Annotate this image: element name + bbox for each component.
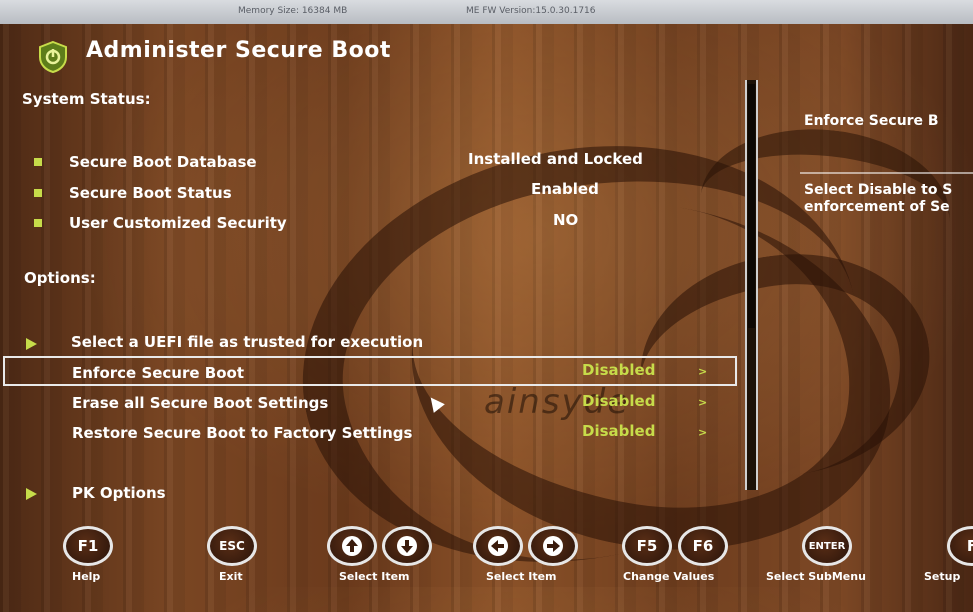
bullet-icon	[34, 189, 42, 197]
submenu-arrow-icon	[26, 338, 37, 350]
select-item-horizontal-label: Select Item	[486, 570, 557, 583]
select-item-vertical-label: Select Item	[339, 570, 410, 583]
enforce-secure-boot-value[interactable]: Disabled	[582, 361, 656, 379]
f6-key-icon[interactable]: F6	[678, 526, 728, 566]
esc-key-icon[interactable]: ESC	[207, 526, 257, 566]
select-uefi-file-item[interactable]: Select a UEFI file as trusted for execut…	[71, 333, 424, 351]
help-title: Enforce Secure B	[804, 113, 939, 129]
arrow-down-key-icon[interactable]	[382, 526, 432, 566]
page-title: Administer Secure Boot	[86, 38, 391, 63]
erase-secure-boot-settings-item[interactable]: Erase all Secure Boot Settings	[72, 394, 329, 412]
exit-key-label: Exit	[219, 570, 243, 583]
me-fw-version-text: ME FW Version:15.0.30.1716	[466, 6, 596, 16]
help-description-line2: enforcement of Se	[804, 199, 950, 215]
secure-boot-status-label: Secure Boot Status	[69, 184, 232, 202]
options-heading: Options:	[24, 269, 96, 287]
insyde-watermark: ainsyde	[484, 382, 631, 422]
chevron-right-icon: >	[698, 426, 708, 439]
bullet-icon	[34, 219, 42, 227]
restore-factory-settings-value[interactable]: Disabled	[582, 422, 656, 440]
f5-key-icon[interactable]: F5	[622, 526, 672, 566]
select-submenu-label: Select SubMenu	[766, 570, 866, 583]
scrollbar-thumb[interactable]	[748, 84, 755, 328]
bullet-icon	[34, 158, 42, 166]
shield-icon	[36, 40, 70, 74]
setup-key-label: Setup	[924, 570, 961, 583]
f1-key-icon[interactable]: F1	[63, 526, 113, 566]
setup-key-icon[interactable]: F	[947, 526, 973, 566]
restore-factory-settings-item[interactable]: Restore Secure Boot to Factory Settings	[72, 424, 413, 442]
secure-boot-database-label: Secure Boot Database	[69, 153, 257, 171]
arrow-up-key-icon[interactable]	[327, 526, 377, 566]
enforce-secure-boot-item[interactable]: Enforce Secure Boot	[72, 364, 244, 382]
enter-key-icon[interactable]: ENTER	[802, 526, 852, 566]
selection-highlight	[3, 356, 737, 386]
secure-boot-database-value: Installed and Locked	[468, 150, 643, 168]
top-status-bar: Memory Size: 16384 MB ME FW Version:15.0…	[0, 0, 973, 24]
pk-options-item[interactable]: PK Options	[72, 484, 166, 502]
memory-size-text: Memory Size: 16384 MB	[238, 6, 348, 16]
arrow-left-key-icon[interactable]	[473, 526, 523, 566]
chevron-right-icon: >	[698, 365, 708, 378]
secure-boot-status-value: Enabled	[531, 180, 599, 198]
submenu-arrow-icon	[26, 488, 37, 500]
change-values-label: Change Values	[623, 570, 715, 583]
chevron-right-icon: >	[698, 396, 708, 409]
help-divider	[800, 172, 973, 174]
help-key-label: Help	[72, 570, 101, 583]
erase-secure-boot-settings-value[interactable]: Disabled	[582, 392, 656, 410]
user-customized-security-label: User Customized Security	[69, 214, 287, 232]
system-status-heading: System Status:	[22, 90, 151, 108]
help-description-line1: Select Disable to S	[804, 182, 953, 198]
arrow-right-key-icon[interactable]	[528, 526, 578, 566]
user-customized-security-value: NO	[553, 211, 579, 229]
